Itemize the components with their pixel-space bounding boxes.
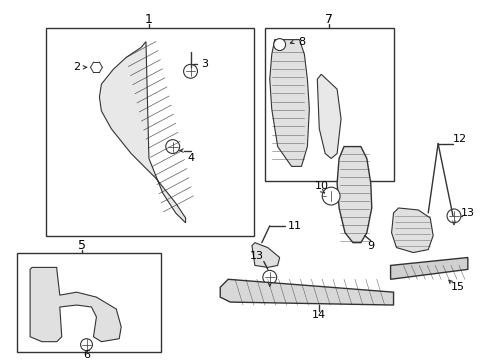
Polygon shape [336, 147, 371, 243]
Text: 8: 8 [297, 37, 305, 46]
Text: 4: 4 [186, 153, 194, 163]
Text: 14: 14 [311, 310, 325, 320]
Bar [46, 28, 253, 236]
Polygon shape [30, 267, 121, 342]
Polygon shape [317, 74, 340, 158]
Circle shape [262, 270, 276, 284]
Text: 13: 13 [460, 208, 474, 218]
Bar [264, 28, 393, 181]
Text: 1: 1 [145, 13, 153, 26]
Text: 6: 6 [83, 350, 90, 360]
Text: 11: 11 [287, 221, 301, 231]
Text: 2: 2 [73, 62, 80, 72]
Bar [17, 253, 161, 352]
Circle shape [165, 140, 179, 153]
Polygon shape [391, 208, 432, 253]
Text: 7: 7 [325, 13, 332, 26]
Text: 13: 13 [249, 251, 264, 261]
Circle shape [446, 209, 460, 223]
Text: 9: 9 [366, 240, 374, 251]
Circle shape [183, 64, 197, 78]
Polygon shape [269, 40, 309, 166]
Circle shape [322, 187, 339, 205]
Text: 5: 5 [78, 239, 85, 252]
Polygon shape [220, 279, 393, 305]
Text: 3: 3 [201, 59, 207, 69]
Polygon shape [251, 243, 279, 267]
Circle shape [81, 339, 92, 351]
Text: 15: 15 [450, 282, 464, 292]
Polygon shape [390, 257, 467, 279]
Text: 12: 12 [452, 134, 466, 144]
Text: 10: 10 [315, 181, 328, 191]
Polygon shape [99, 42, 185, 223]
Circle shape [273, 39, 285, 50]
